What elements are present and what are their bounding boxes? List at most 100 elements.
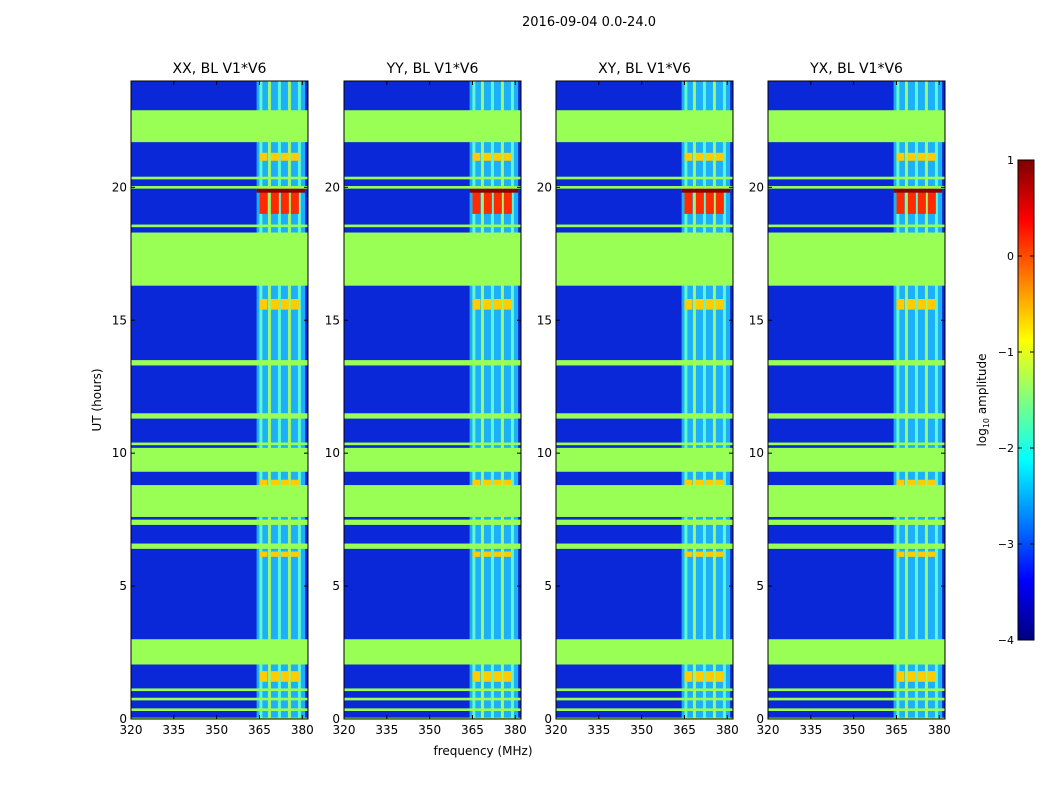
burst-cell <box>259 551 268 557</box>
colorbar-tick-label: 0 <box>1007 250 1014 263</box>
burst-cell <box>917 152 926 161</box>
burst-cell <box>907 479 916 491</box>
burst-cell <box>907 187 916 214</box>
x-tick-label: 335 <box>587 723 610 737</box>
burst-cell <box>270 479 279 491</box>
burst-cell <box>684 187 693 214</box>
panel-title: YX, BL V1*V6 <box>809 61 903 77</box>
flagged-row <box>131 110 308 143</box>
burst-cell <box>493 187 502 214</box>
flagged-row <box>556 110 733 143</box>
y-tick-label: 20 <box>325 180 340 194</box>
burst-cell <box>896 479 905 491</box>
rfi-strip <box>914 81 918 719</box>
y-tick-label: 5 <box>756 579 764 593</box>
burst-cell <box>684 551 693 557</box>
burst-cell <box>472 187 481 214</box>
y-tick-label: 10 <box>537 446 552 460</box>
burst-cell <box>503 187 512 214</box>
burst-cell <box>715 187 724 214</box>
flagged-row <box>344 110 521 143</box>
burst-cell <box>503 551 512 557</box>
panel-0: XX, BL V1*V6 320 335 350 365 380 0 5 10 15 20 <box>112 61 314 737</box>
burst-cell <box>290 187 299 214</box>
flagged-row <box>344 485 521 517</box>
flagged-row <box>768 447 945 472</box>
colorbar-tick-label: −4 <box>998 634 1014 647</box>
figure-title: 2016-09-04 0.0-24.0 <box>522 15 656 30</box>
burst-peak <box>681 188 731 193</box>
x-tick-label: 335 <box>375 723 398 737</box>
flagged-row <box>344 688 521 692</box>
panel-2: XY, BL V1*V6 320 335 350 365 380 0 5 10 15 20 <box>537 61 739 737</box>
x-axis-label: frequency (MHz) <box>433 744 532 758</box>
flagged-row <box>344 232 521 286</box>
burst-cell <box>493 479 502 491</box>
flagged-row <box>131 543 308 549</box>
burst-cell <box>917 187 926 214</box>
flagged-row <box>344 186 521 189</box>
flagged-row <box>768 717 945 719</box>
flagged-row <box>131 708 308 712</box>
burst-cell <box>290 298 299 310</box>
x-tick-label: 350 <box>842 723 865 737</box>
flagged-row <box>131 232 308 286</box>
burst-cell <box>270 152 279 161</box>
rfi-strip <box>277 81 281 719</box>
flagged-row <box>556 232 733 286</box>
flagged-row <box>344 708 521 712</box>
flagged-row <box>768 186 945 189</box>
burst-cell <box>472 298 481 310</box>
y-tick-label: 10 <box>325 446 340 460</box>
flagged-row <box>768 485 945 517</box>
flagged-row <box>556 447 733 472</box>
flagged-row <box>556 697 733 701</box>
burst-cell <box>290 479 299 491</box>
y-tick-label: 15 <box>112 313 127 327</box>
flagged-row <box>768 697 945 701</box>
burst-cell <box>705 479 714 491</box>
panel-frame <box>555 80 734 720</box>
flagged-row <box>556 543 733 549</box>
burst-cell <box>270 671 279 682</box>
burst-cell <box>472 152 481 161</box>
burst-cell <box>695 298 704 310</box>
y-tick-label: 10 <box>749 446 764 460</box>
burst-cell <box>695 479 704 491</box>
burst-cell <box>705 551 714 557</box>
x-tick-label: 380 <box>504 723 527 737</box>
x-tick-label: 365 <box>885 723 908 737</box>
flagged-row <box>556 717 733 719</box>
burst-cell <box>472 551 481 557</box>
rfi-strip <box>500 81 504 719</box>
burst-cell <box>917 479 926 491</box>
colorbar-gradient <box>1017 159 1035 641</box>
burst-cell <box>917 298 926 310</box>
flagged-row <box>344 447 521 472</box>
y-tick-label: 15 <box>325 313 340 327</box>
rfi-strip <box>267 81 271 719</box>
burst-cell <box>896 551 905 557</box>
x-tick-label: 365 <box>673 723 696 737</box>
colorbar-label-tail: amplitude <box>975 354 989 418</box>
y-tick-label: 15 <box>749 313 764 327</box>
y-tick-label: 5 <box>544 579 552 593</box>
x-tick-label: 365 <box>248 723 271 737</box>
colorbar-label-main: log <box>975 428 989 446</box>
panel-title: XX, BL V1*V6 <box>173 61 267 77</box>
burst-cell <box>270 187 279 214</box>
flagged-row <box>768 110 945 143</box>
burst-cell <box>907 551 916 557</box>
burst-cell <box>503 671 512 682</box>
flagged-row <box>556 186 733 189</box>
burst-cell <box>259 479 268 491</box>
burst-cell <box>705 152 714 161</box>
flagged-row <box>344 442 521 446</box>
flagged-row <box>131 688 308 692</box>
x-tick-label: 350 <box>418 723 441 737</box>
burst-peak <box>469 188 519 193</box>
burst-cell <box>270 298 279 310</box>
burst-cell <box>695 671 704 682</box>
rfi-strip <box>297 81 301 719</box>
x-tick-label: 320 <box>120 723 143 737</box>
